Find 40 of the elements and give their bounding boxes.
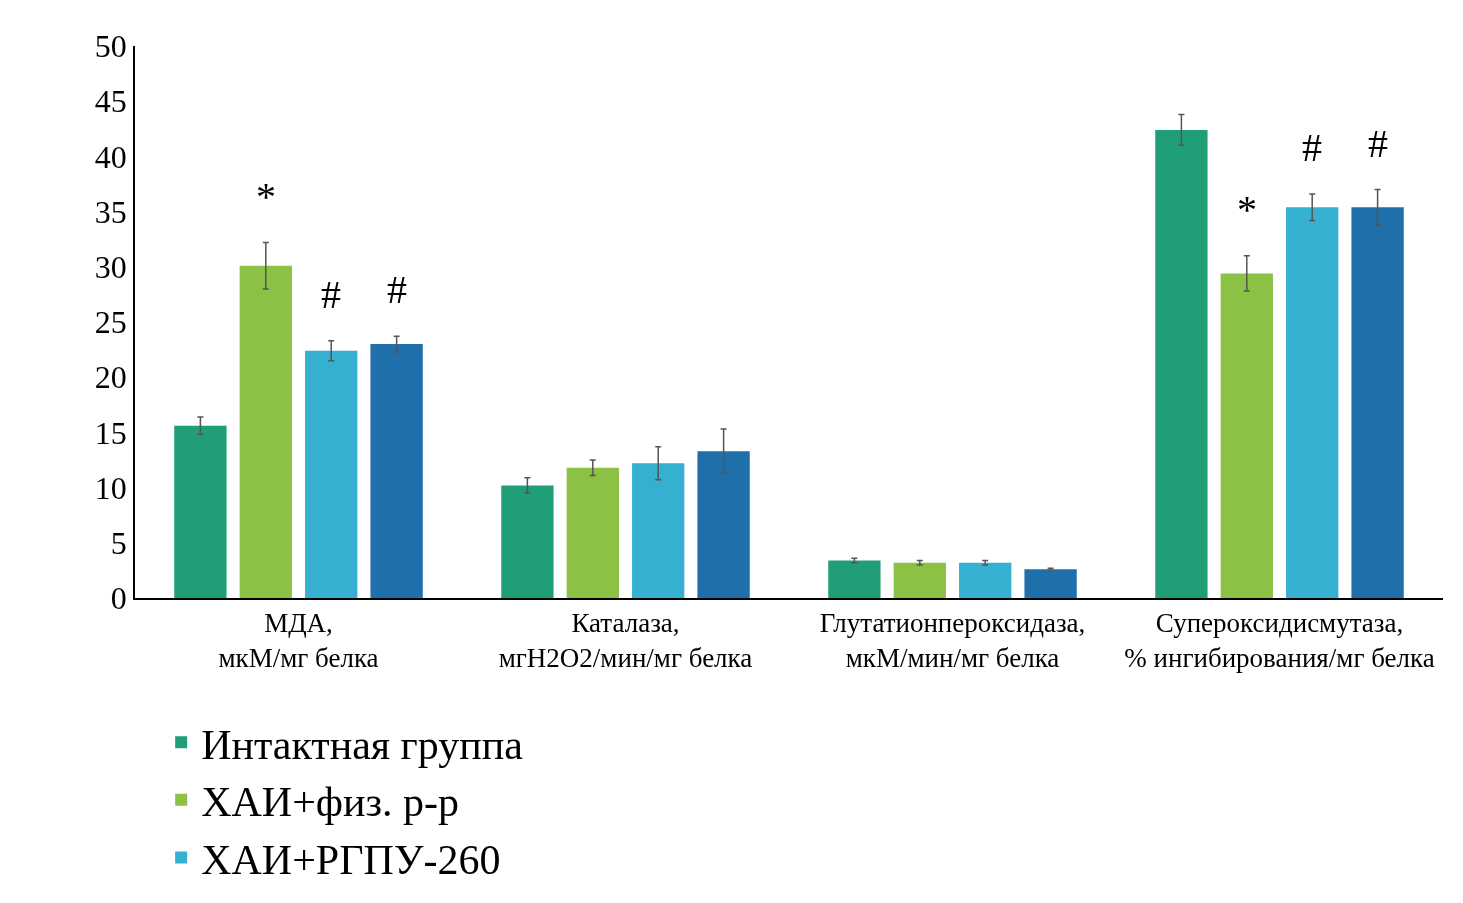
y-tick-label: 30 bbox=[94, 249, 127, 285]
bar bbox=[1351, 207, 1404, 598]
data-label: # bbox=[1302, 125, 1322, 170]
y-tick-label: 40 bbox=[94, 138, 127, 175]
y-tick-label: 20 bbox=[94, 359, 127, 396]
bar bbox=[1155, 129, 1208, 598]
bar bbox=[566, 467, 619, 598]
data-label: * bbox=[1237, 187, 1257, 232]
data-label: # bbox=[1368, 121, 1388, 166]
bar bbox=[174, 425, 227, 598]
bar bbox=[239, 265, 292, 598]
y-tick-label: 15 bbox=[94, 414, 127, 451]
y-tick-label: 0 bbox=[110, 580, 127, 617]
x-tick-label: Каталаза, мгН2О2/мин/мг белка bbox=[498, 608, 753, 674]
data-label: * bbox=[256, 174, 276, 219]
bar bbox=[501, 485, 554, 598]
bar bbox=[1024, 569, 1077, 598]
y-tick-label: 45 bbox=[94, 83, 127, 120]
bar bbox=[1286, 207, 1339, 598]
y-tick-label: 35 bbox=[94, 193, 127, 230]
bar bbox=[828, 560, 881, 598]
bar bbox=[632, 463, 685, 598]
bar bbox=[893, 562, 946, 598]
x-tick-label: Супероксидисмутаза, % ингибирования/мг белка bbox=[1124, 608, 1435, 674]
bar bbox=[959, 562, 1012, 598]
bar bbox=[1220, 273, 1273, 598]
data-label: # bbox=[387, 267, 407, 312]
y-tick-label: 25 bbox=[94, 304, 127, 341]
y-tick-label: 50 bbox=[94, 28, 127, 65]
x-tick-label: Глутатионпероксидаза, мкМ/мин/мг белка bbox=[819, 608, 1086, 674]
y-tick-label: 5 bbox=[110, 525, 127, 561]
data-label: # bbox=[321, 272, 341, 317]
x-tick-label: МДА, мкМ/мг белка bbox=[218, 608, 379, 674]
bar bbox=[370, 344, 423, 598]
legend-label: ХАИ+физ. р-р bbox=[201, 779, 460, 826]
bar bbox=[305, 350, 358, 598]
bar bbox=[697, 451, 750, 598]
legend-label: Интактная группа bbox=[201, 721, 524, 768]
legend-label: ХАИ+РГПУ-260 bbox=[201, 836, 501, 883]
y-tick-label: 10 bbox=[94, 469, 127, 506]
